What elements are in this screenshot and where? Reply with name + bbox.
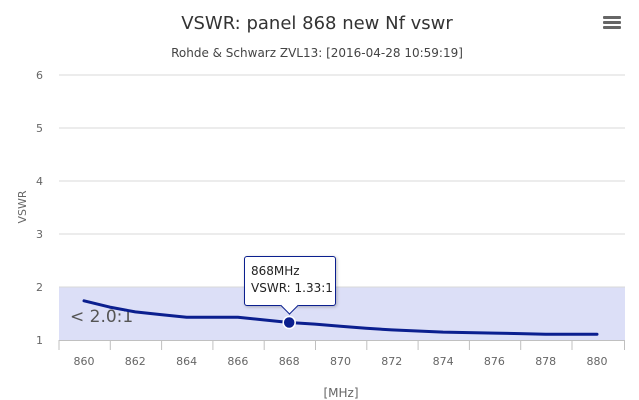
y-tick-label: 4 [36, 175, 43, 188]
x-tick-label: 860 [74, 355, 95, 368]
x-axis-title: [MHz] [323, 386, 358, 400]
chart-subtitle: Rohde & Schwarz ZVL13: [2016-04-28 10:59… [171, 46, 463, 60]
x-tick-label: 864 [176, 355, 197, 368]
x-tick-label: 862 [125, 355, 146, 368]
y-tick-label: 2 [36, 281, 43, 294]
vswr-series-line [82, 299, 599, 336]
grid-lines [59, 74, 625, 288]
y-tick-labels: 1 2 3 4 5 6 [36, 69, 43, 347]
menu-bar [603, 26, 621, 29]
x-tick-label: 878 [535, 355, 556, 368]
y-tick-label: 5 [36, 122, 43, 135]
data-tooltip: 868MHz VSWR: 1.33:1 [244, 256, 336, 315]
chart-title: VSWR: panel 868 new Nf vswr [181, 13, 453, 34]
x-tick-labels: 860 862 864 866 868 870 872 874 876 878 880 [58, 340, 625, 368]
y-tick-label: 1 [36, 334, 43, 347]
x-tick-label: 874 [433, 355, 454, 368]
hamburger-menu-icon[interactable] [601, 14, 623, 36]
y-axis-title: VSWR [16, 190, 29, 223]
y-tick-label: 3 [36, 228, 43, 241]
hovered-data-point[interactable] [282, 315, 296, 330]
x-tick-label: 880 [587, 355, 608, 368]
threshold-band-label: < 2.0:1 [70, 307, 133, 327]
tooltip-frequency: 868MHz [251, 264, 300, 278]
x-tick-label: 870 [330, 355, 351, 368]
y-tick-label: 6 [36, 69, 43, 82]
tooltip-vswr: VSWR: 1.33:1 [251, 281, 333, 295]
x-tick-label: 866 [227, 355, 248, 368]
menu-bar [603, 16, 621, 19]
x-tick-label: 868 [279, 355, 300, 368]
x-tick-label: 872 [381, 355, 402, 368]
menu-bar [603, 21, 621, 24]
x-tick-label: 876 [484, 355, 505, 368]
